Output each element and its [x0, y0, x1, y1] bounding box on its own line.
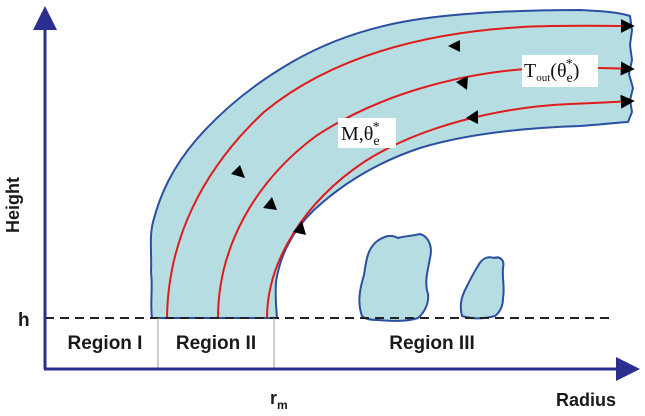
- region-2-label: Region II: [176, 333, 256, 354]
- streamline-inner: [266, 94, 635, 319]
- y-axis-label: Height: [3, 177, 23, 233]
- rm-label: rm: [270, 388, 288, 412]
- inflow-label-box: [338, 118, 396, 148]
- flow-arrowhead: [448, 40, 460, 52]
- flow-arrowhead: [466, 110, 478, 124]
- small-cloud-1: [358, 233, 432, 322]
- outflow-label: Tout(θe*): [524, 57, 579, 86]
- flow-arrowhead: [263, 197, 277, 210]
- flow-arrowhead: [293, 221, 306, 235]
- region-3-label: Region III: [389, 333, 475, 354]
- cloud-band: [149, 9, 634, 319]
- x-axis-label: Radius: [556, 390, 616, 410]
- flow-arrowhead: [231, 165, 245, 178]
- outflow-label-box: [522, 55, 598, 87]
- region-1-label: Region I: [68, 333, 143, 354]
- flow-arrowhead: [456, 76, 468, 90]
- inflow-label: M,θe*: [341, 120, 380, 149]
- streamline-outer: [166, 18, 635, 319]
- small-cloud-2: [459, 256, 505, 320]
- h-label: h: [18, 310, 30, 331]
